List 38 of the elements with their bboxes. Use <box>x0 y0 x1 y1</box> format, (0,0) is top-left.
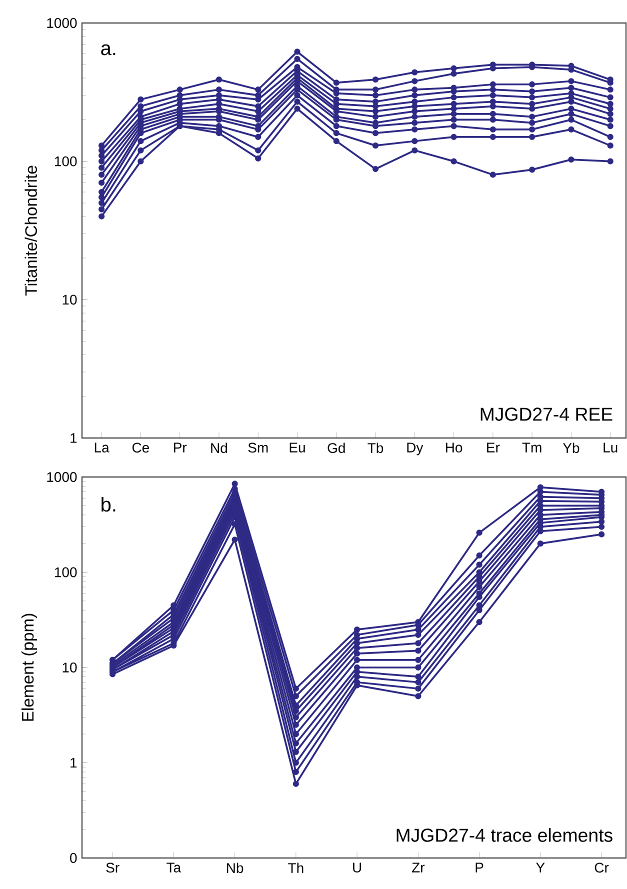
x-tick-label: U <box>353 862 362 872</box>
x-tick-label: Th <box>288 862 304 873</box>
x-tick-label: Pr <box>174 442 187 452</box>
annotation: MJGD27-4 trace elements <box>396 828 612 842</box>
x-tick-label: Tm <box>522 442 542 452</box>
y-tick-label: 1000 <box>47 18 77 28</box>
x-tick-label: Sm <box>248 442 268 453</box>
x-tick-label: Eu <box>290 442 305 452</box>
y-tick-label: 1 <box>70 433 77 443</box>
x-tick-label: Nd <box>211 442 228 453</box>
y-axis-title: Titanite/Chondrite <box>24 166 37 296</box>
x-tick-label: Er <box>487 442 500 452</box>
x-tick-label: Zr <box>412 862 425 872</box>
x-tick-label: Cr <box>594 862 609 873</box>
x-tick-label: Y <box>536 862 545 872</box>
y-tick-label: 1 <box>70 758 77 768</box>
y-tick-label: 100 <box>54 156 77 166</box>
x-tick-label: Lu <box>604 442 618 452</box>
annotation: MJGD27-4 REE <box>480 408 612 421</box>
annotation: a. <box>101 44 116 56</box>
y-tick-label: 100 <box>55 567 77 578</box>
y-tick-label: 1000 <box>47 472 77 482</box>
x-tick-label: Ta <box>166 862 182 872</box>
y-tick-label: 10 <box>62 662 77 672</box>
x-tick-label: Dy <box>407 442 424 456</box>
annotation: b. <box>102 496 116 512</box>
x-tick-label: P <box>476 862 484 872</box>
x-tick-label: Tb <box>368 442 384 453</box>
y-tick-label: 0 <box>70 853 77 863</box>
y-axis-title: Element (ppm) <box>21 614 37 721</box>
x-tick-label: La <box>94 442 110 452</box>
x-tick-label: Gd <box>328 442 345 453</box>
y-tick-label: 10 <box>62 294 77 305</box>
x-tick-label: Ce <box>132 442 150 453</box>
x-tick-label: Ho <box>446 442 462 452</box>
x-tick-label: Sr <box>106 862 120 873</box>
x-tick-label: Nb <box>227 862 244 873</box>
x-tick-label: Yb <box>562 442 580 453</box>
